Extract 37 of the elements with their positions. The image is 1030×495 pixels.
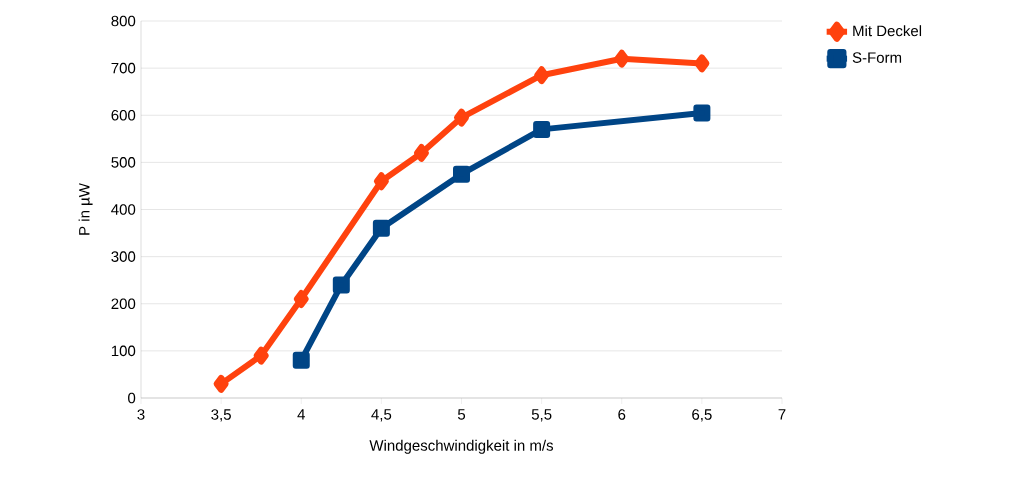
- point: [454, 108, 469, 127]
- point: [453, 165, 470, 183]
- point: [693, 104, 711, 122]
- x-tick-label: 5: [457, 409, 466, 420]
- y-tick-label: 500: [111, 157, 136, 168]
- x-tick-label: 7: [778, 409, 786, 420]
- y-axis-title: P in µW: [78, 183, 93, 235]
- x-tick-label: 6,5: [692, 409, 712, 422]
- point: [694, 54, 710, 73]
- x-tick-label: 5,5: [531, 409, 552, 422]
- x-tick-label: 3,5: [211, 409, 231, 422]
- point: [332, 276, 350, 294]
- x-axis-title: Windgeschwindigkeit in m/s: [369, 439, 554, 454]
- y-tick-label: 200: [111, 298, 136, 310]
- point: [292, 351, 310, 369]
- x-tick-label: 3: [137, 409, 145, 420]
- y-tick-label: 100: [111, 345, 136, 357]
- y-tick-label: 600: [111, 109, 136, 121]
- point: [413, 143, 429, 162]
- point: [533, 120, 551, 138]
- point: [213, 374, 229, 393]
- point: [372, 219, 390, 237]
- legend-label: Mit Deckel: [853, 25, 922, 37]
- y-tick-label: 400: [111, 204, 136, 215]
- x-tick-label: 4: [297, 409, 305, 420]
- point: [373, 172, 389, 191]
- point: [253, 346, 269, 365]
- point: [534, 66, 550, 85]
- x-tick-label: 6: [618, 409, 626, 420]
- point: [614, 49, 630, 68]
- y-tick-label: 300: [111, 251, 136, 262]
- y-tick-label: 0: [128, 392, 136, 404]
- y-tick-label: 800: [111, 15, 136, 27]
- x-tick-label: 4,5: [371, 409, 392, 422]
- point: [293, 290, 309, 309]
- y-tick-label: 700: [111, 62, 136, 74]
- legend-label: S-Form: [852, 52, 902, 63]
